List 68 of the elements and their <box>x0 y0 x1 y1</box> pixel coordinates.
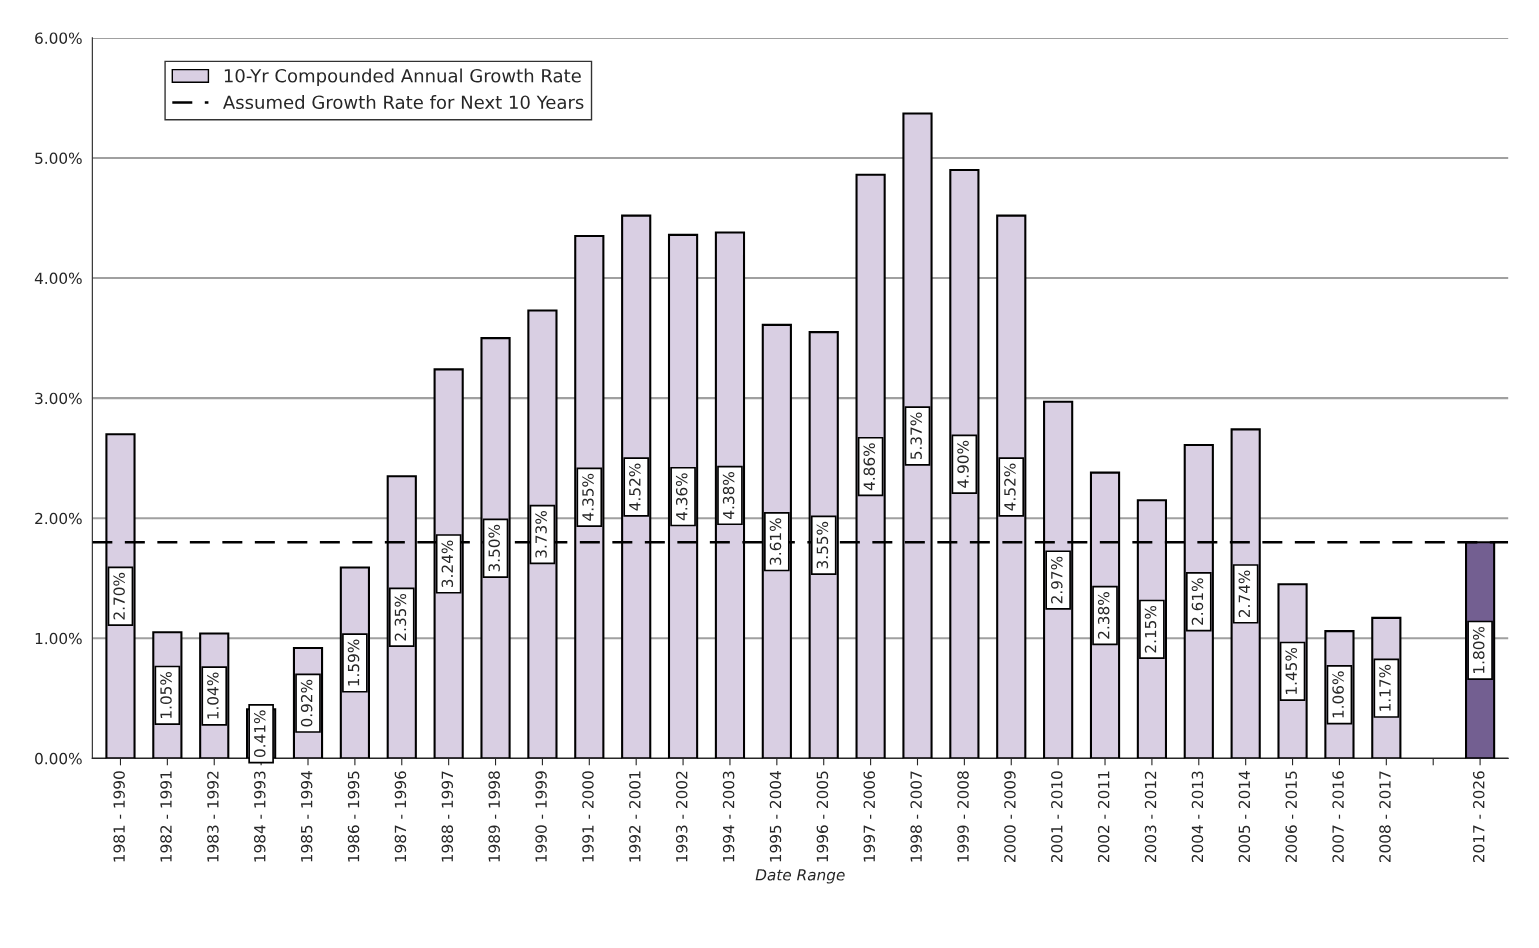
data-label: 1.45% <box>1285 647 1297 694</box>
data-label: 4.35% <box>582 473 594 521</box>
x-tick-label: 1999 - 2008 <box>957 771 969 862</box>
data-label: 2.61% <box>1191 578 1204 625</box>
x-tick-label: 2002 - 2011 <box>1097 771 1110 863</box>
data-label: 2.38% <box>1097 592 1110 639</box>
data-label: 2.15% <box>1144 605 1157 653</box>
data-label: 0.41% <box>254 710 266 758</box>
data-label: 4.36% <box>675 473 688 521</box>
data-label: 1.17% <box>1379 664 1391 711</box>
data-label: 5.37% <box>910 412 922 460</box>
data-label: 2.74% <box>1238 570 1251 618</box>
x-tick-label: 1986 - 1995 <box>347 771 360 862</box>
x-tick-label: 1995 - 2004 <box>769 771 782 862</box>
data-label: 3.73% <box>535 511 547 558</box>
data-label: 3.61% <box>769 518 782 565</box>
x-tick-label: 2007 - 2016 <box>1332 771 1344 863</box>
data-label: 1.05% <box>160 671 172 718</box>
x-tick-label: 2003 - 2012 <box>1144 771 1157 863</box>
x-tick-label: 1990 - 1999 <box>535 771 547 862</box>
x-tick-label: 2017 - 2026 <box>1472 771 1485 863</box>
x-tick-label: 1994 - 2003 <box>722 771 735 862</box>
y-tick-label: 0.00% <box>35 752 82 765</box>
y-tick-label: 2.00% <box>35 512 82 525</box>
x-tick-label: 1993 - 2002 <box>675 771 688 862</box>
data-label: 0.92% <box>300 679 313 727</box>
legend-label: 10-Yr Compounded Annual Growth Rate <box>224 68 581 87</box>
y-tick-label: 4.00% <box>34 272 82 285</box>
data-label: 2.70% <box>113 572 125 620</box>
x-tick-label: 1992 - 2001 <box>629 771 641 862</box>
x-tick-label: 1984 - 1993 <box>254 771 266 862</box>
data-label: 3.24% <box>441 540 454 587</box>
y-tick-label: 5.00% <box>35 152 82 165</box>
data-label: 2.35% <box>394 593 407 641</box>
x-tick-label: 1985 - 1994 <box>300 771 313 862</box>
x-tick-label: 1998 - 2007 <box>910 771 922 862</box>
data-label: 1.59% <box>347 639 360 686</box>
x-tick-label: 1996 - 2005 <box>816 771 829 862</box>
data-label: 4.90% <box>957 440 969 488</box>
x-tick-label: 1988 - 1997 <box>441 771 454 862</box>
x-tick-label: 1987 - 1996 <box>394 771 407 862</box>
data-label: 4.38% <box>722 472 735 519</box>
data-label: 1.06% <box>1332 671 1344 718</box>
data-label: 3.50% <box>488 524 500 572</box>
x-tick-label: 2004 - 2013 <box>1191 771 1204 863</box>
y-tick-label: 6.00% <box>35 32 82 44</box>
x-tick-label: 1997 - 2006 <box>863 771 876 862</box>
data-label: 3.55% <box>816 521 829 569</box>
x-tick-label: 2005 - 2014 <box>1238 771 1251 863</box>
data-label: 4.86% <box>863 443 876 491</box>
x-tick-label: 2006 - 2015 <box>1285 771 1297 863</box>
data-label: 1.04% <box>207 672 219 719</box>
x-tick-label: 2001 - 2010 <box>1051 771 1063 863</box>
data-label: 4.52% <box>629 463 641 511</box>
x-tick-label: 1991 - 2000 <box>582 771 594 862</box>
data-label: 4.52% <box>1004 463 1016 511</box>
x-tick-label: 1983 - 1992 <box>207 771 219 862</box>
data-label: 1.80% <box>1472 626 1485 673</box>
y-tick-label: 3.00% <box>35 392 82 405</box>
y-tick-label: 1.00% <box>35 632 82 645</box>
x-tick-label: 1982 - 1991 <box>160 771 172 862</box>
x-axis-title: Date Range <box>755 869 845 884</box>
x-tick-label: 2000 - 2009 <box>1004 771 1016 863</box>
data-label: 2.97% <box>1051 556 1063 604</box>
x-tick-label: 1981 - 1990 <box>113 771 125 862</box>
x-tick-label: 2008 - 2017 <box>1379 771 1391 863</box>
x-tick-label: 1989 - 1998 <box>488 771 500 862</box>
legend-label: Assumed Growth Rate for Next 10 Years <box>223 95 584 110</box>
